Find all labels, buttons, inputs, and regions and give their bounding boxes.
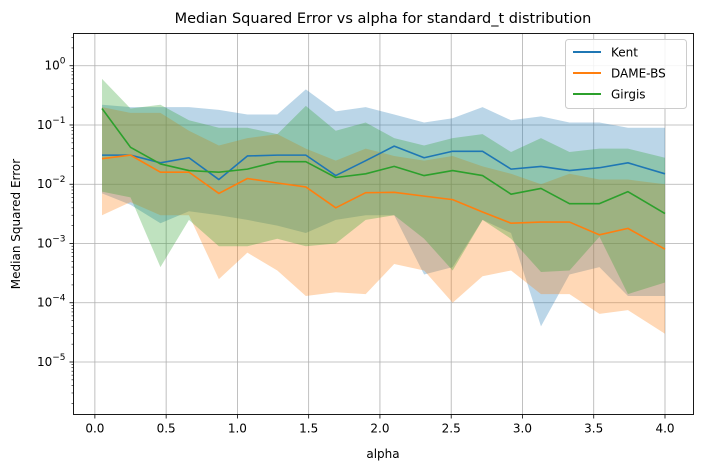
y-tick-label: 10−5 bbox=[37, 353, 66, 369]
x-tick-label: 4.0 bbox=[655, 422, 674, 436]
x-tick-label: 2.5 bbox=[442, 422, 461, 436]
x-tick-label: 1.5 bbox=[299, 422, 318, 436]
x-tick-label: 2.0 bbox=[370, 422, 389, 436]
error-bands bbox=[102, 78, 665, 334]
legend: Kent DAME-BS Girgis bbox=[565, 39, 687, 109]
axis-ticks: 0.0 0.5 1.0 1.5 2.0 2.5 3.0 3.5 4.0 10−5 10−4 10−3 1… bbox=[37, 37, 675, 436]
y-tick-label: 10−2 bbox=[37, 175, 66, 191]
band-kent bbox=[102, 89, 665, 327]
band-girgis bbox=[102, 78, 665, 295]
y-tick-label: 10−4 bbox=[37, 294, 66, 310]
x-tick-label: 0.5 bbox=[157, 422, 176, 436]
series-lines bbox=[101, 107, 666, 250]
legend-label-dame-bs: DAME-BS bbox=[611, 67, 666, 81]
x-tick-label: 3.0 bbox=[513, 422, 532, 436]
legend-label-kent: Kent bbox=[611, 46, 638, 60]
x-tick-label: 0.0 bbox=[85, 422, 104, 436]
legend-label-girgis: Girgis bbox=[611, 88, 646, 102]
y-axis-label: Median Squared Error bbox=[9, 159, 23, 289]
x-tick-label: 1.0 bbox=[228, 422, 247, 436]
x-axis-label: alpha bbox=[366, 447, 399, 461]
y-tick-label: 10−3 bbox=[37, 234, 66, 250]
line-dame-bs bbox=[101, 154, 666, 250]
band-dame-bs bbox=[102, 107, 665, 334]
x-tick-label: 3.5 bbox=[584, 422, 603, 436]
legend-box bbox=[565, 39, 687, 109]
chart-title: Median Squared Error vs alpha for standa… bbox=[175, 11, 592, 27]
line-girgis bbox=[101, 107, 666, 215]
line-kent bbox=[102, 145, 666, 181]
y-tick-label: 10−1 bbox=[37, 116, 66, 132]
plot-frame bbox=[73, 33, 694, 415]
y-tick-label: 100 bbox=[44, 57, 65, 73]
